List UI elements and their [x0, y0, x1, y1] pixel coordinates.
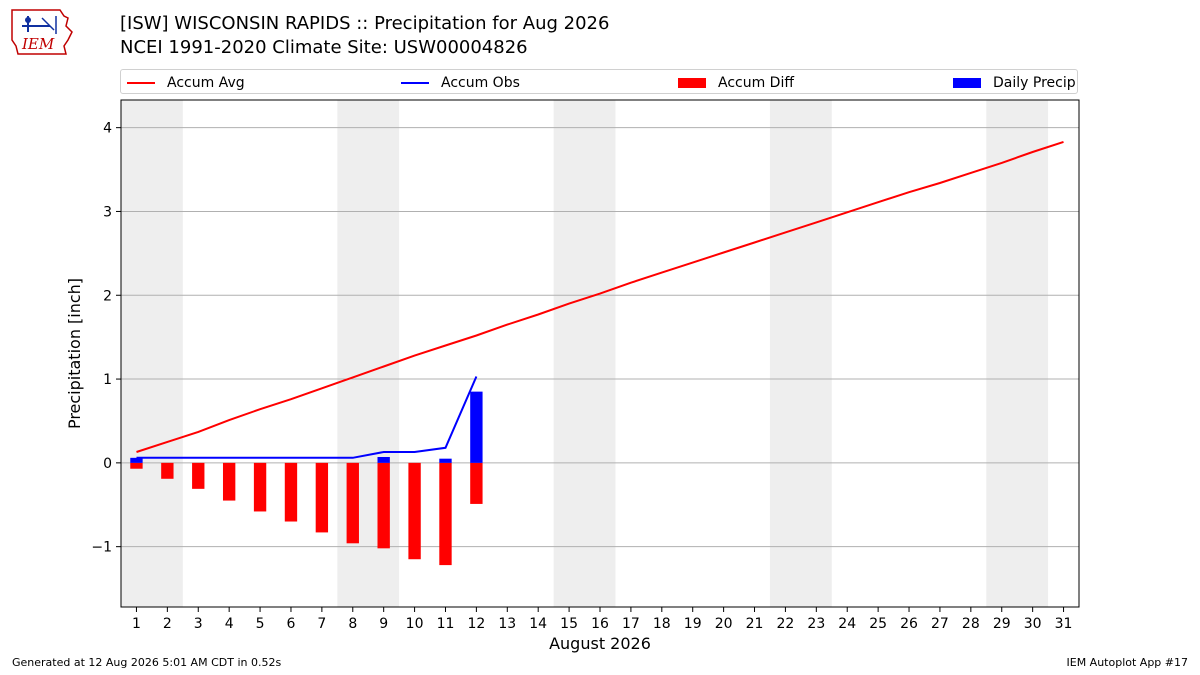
- accum-diff-bar: [130, 462, 143, 469]
- accum-diff-bar: [222, 462, 236, 501]
- legend-label-accum-diff: Accum Diff: [718, 74, 795, 91]
- y-tick-label: 1: [103, 372, 112, 388]
- y-tick-label: 3: [103, 204, 112, 220]
- x-tick-label: 4: [225, 616, 234, 632]
- x-tick-label: 27: [931, 616, 949, 632]
- accum-avg-line: [136, 140, 1064, 453]
- footer-app: IEM Autoplot App #17: [1066, 656, 1189, 669]
- logo-text: IEM: [21, 35, 55, 53]
- legend-label-daily-precip: Daily Precip: [993, 74, 1076, 91]
- accum-diff-bar: [192, 462, 205, 489]
- x-axis-label: August 2026: [549, 634, 651, 653]
- x-tick-label: 11: [437, 616, 455, 632]
- accum-diff-bar: [346, 462, 359, 544]
- y-tick-label: 4: [103, 121, 112, 137]
- footer-generated: Generated at 12 Aug 2026 5:01 AM CDT in …: [12, 656, 282, 669]
- x-tick-label: 10: [406, 616, 424, 632]
- accum-diff-bar: [284, 462, 298, 522]
- accum-diff-bar: [161, 462, 174, 479]
- x-tick-label: 30: [1024, 616, 1042, 632]
- x-tick-label: 13: [498, 616, 516, 632]
- weekend-band-4: [986, 100, 1049, 607]
- legend-item-accum-avg: Accum Avg: [127, 70, 245, 95]
- iem-logo: IEM: [8, 6, 80, 58]
- legend-item-daily-precip: Daily Precip: [953, 70, 1076, 95]
- accum-diff-bar: [408, 462, 421, 560]
- x-tick-label: 19: [684, 616, 702, 632]
- x-tick-label: 31: [1055, 616, 1073, 632]
- x-tick-label: 5: [256, 616, 265, 632]
- x-tick-label: 2: [163, 616, 172, 632]
- legend-swatch-accum-avg: [127, 81, 155, 84]
- legend-item-accum-obs: Accum Obs: [401, 70, 520, 95]
- chart-subtitle: NCEI 1991-2020 Climate Site: USW00004826: [120, 37, 528, 58]
- x-tick-label: 21: [746, 616, 764, 632]
- y-tick-label: 2: [103, 288, 112, 304]
- accum-diff-bar: [439, 462, 452, 566]
- chart-legend: Accum Avg Accum Obs Accum Diff Daily Pre…: [120, 69, 1078, 94]
- weekend-band-3: [769, 100, 832, 607]
- legend-label-accum-obs: Accum Obs: [441, 74, 520, 91]
- x-tick-label: 14: [529, 616, 547, 632]
- legend-swatch-accum-diff: [678, 77, 706, 88]
- daily-precip-bar: [439, 458, 452, 463]
- chart-title: [ISW] WISCONSIN RAPIDS :: Precipitation …: [120, 13, 610, 34]
- x-tick-label: 18: [653, 616, 671, 632]
- x-tick-label: 8: [348, 616, 357, 632]
- x-tick-label: 28: [962, 616, 980, 632]
- legend-label-accum-avg: Accum Avg: [167, 74, 245, 91]
- accum-diff-bar: [377, 462, 390, 549]
- x-tick-label: 16: [591, 616, 609, 632]
- x-tick-label: 12: [467, 616, 485, 632]
- weekend-band-2: [553, 100, 616, 607]
- x-tick-label: 17: [622, 616, 640, 632]
- accum-diff-bar: [315, 462, 329, 533]
- y-tick-label: 0: [103, 456, 112, 472]
- x-tick-label: 6: [287, 616, 296, 632]
- x-tick-label: 24: [838, 616, 856, 632]
- legend-swatch-daily-precip: [953, 77, 981, 88]
- x-tick-label: 29: [993, 616, 1011, 632]
- legend-item-accum-diff: Accum Diff: [678, 70, 794, 95]
- weekend-band-0: [121, 100, 183, 607]
- legend-swatch-accum-obs: [401, 81, 429, 84]
- y-tick-label: −1: [91, 540, 112, 556]
- x-tick-label: 15: [560, 616, 578, 632]
- daily-precip-bar: [470, 391, 483, 463]
- x-tick-label: 26: [900, 616, 918, 632]
- x-tick-label: 7: [317, 616, 326, 632]
- x-tick-label: 3: [194, 616, 203, 632]
- x-tick-label: 1: [132, 616, 141, 632]
- x-tick-label: 23: [807, 616, 825, 632]
- daily-precip-bar: [130, 457, 143, 463]
- accum-diff-bar: [253, 462, 267, 512]
- x-tick-label: 25: [869, 616, 887, 632]
- x-tick-label: 20: [715, 616, 733, 632]
- accum-diff-bar: [470, 462, 483, 504]
- y-axis-label: Precipitation [inch]: [65, 278, 84, 429]
- daily-precip-bar: [377, 456, 390, 463]
- accum-obs-line: [136, 376, 478, 459]
- x-tick-label: 9: [379, 616, 388, 632]
- x-tick-label: 22: [777, 616, 795, 632]
